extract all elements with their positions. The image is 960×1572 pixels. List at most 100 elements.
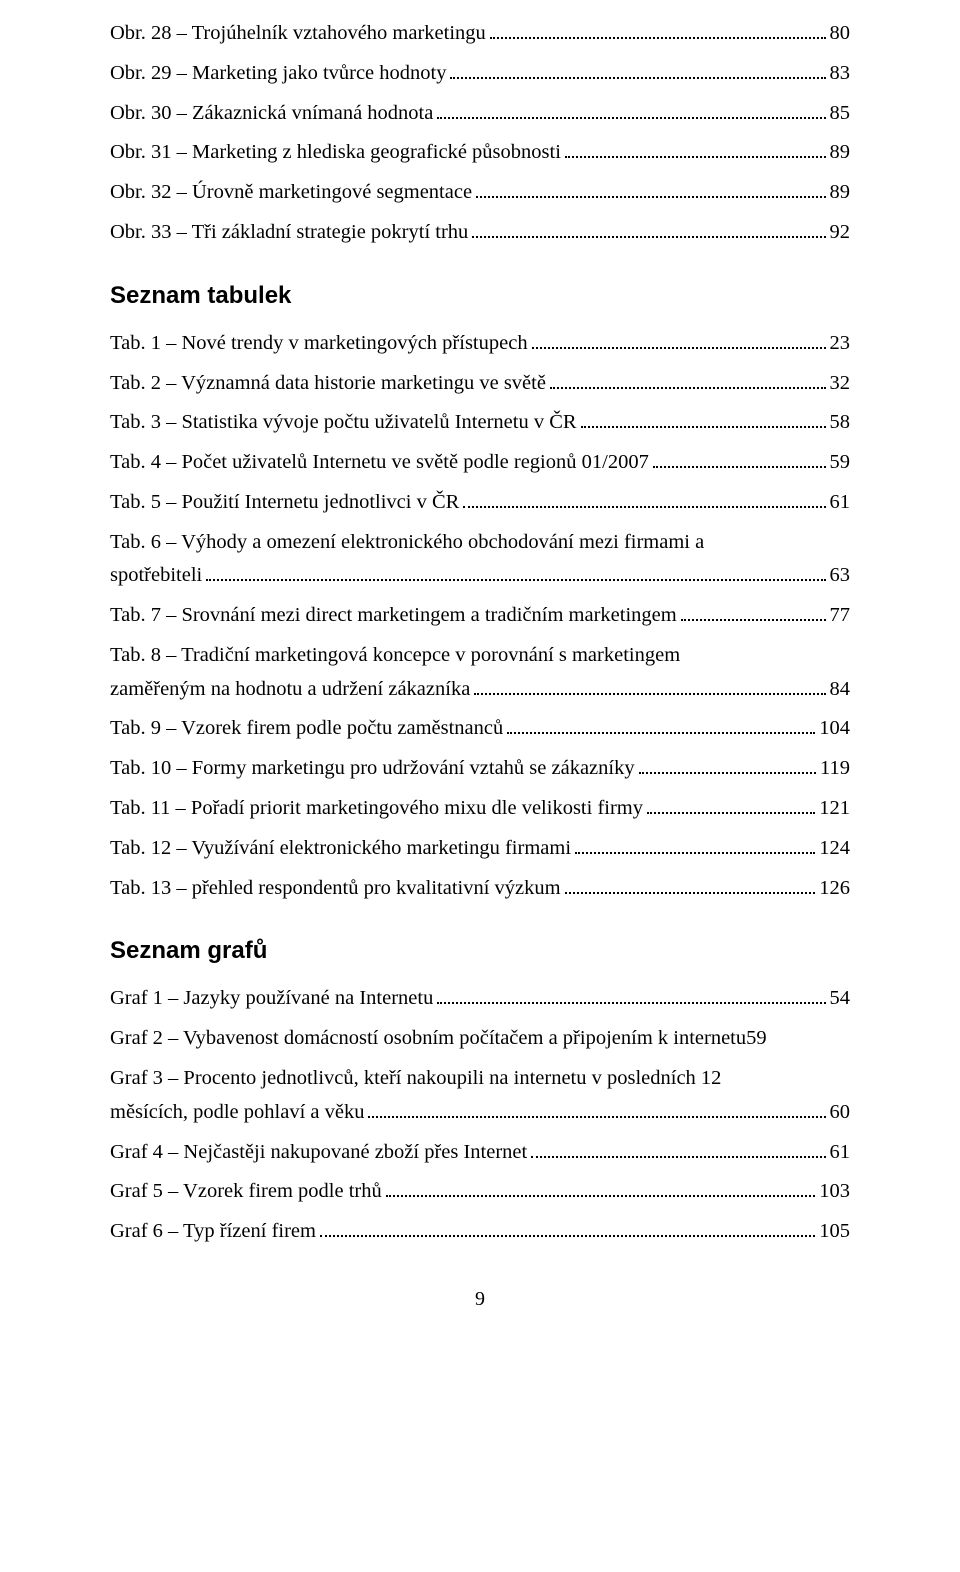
toc-entry: Graf 3 – Procento jednotlivců, kteří nak… xyxy=(110,1063,850,1129)
toc-entry: Tab. 4 – Počet uživatelů Internetu ve sv… xyxy=(110,447,850,479)
toc-page: 80 xyxy=(830,18,851,50)
toc-page: 60 xyxy=(830,1097,851,1129)
toc-label: zaměřeným na hodnotu a udržení zákazníka xyxy=(110,674,470,706)
toc-page: 61 xyxy=(830,1137,851,1169)
toc-dots xyxy=(681,619,826,621)
toc-page: 54 xyxy=(830,983,851,1015)
toc-label: Obr. 29 – Marketing jako tvůrce hodnoty xyxy=(110,58,446,90)
toc-dots xyxy=(490,37,826,39)
toc-entry: Graf 2 – Vybavenost domácností osobním p… xyxy=(110,1023,850,1055)
toc-page: 105 xyxy=(819,1216,850,1248)
toc-page: 89 xyxy=(830,137,851,169)
toc-page: 63 xyxy=(830,560,851,592)
toc-dots xyxy=(532,347,826,349)
toc-label: Tab. 6 – Výhody a omezení elektronického… xyxy=(110,527,850,559)
toc-entry: Graf 4 – Nejčastěji nakupované zboží pře… xyxy=(110,1137,850,1169)
toc-page: 92 xyxy=(830,217,851,249)
toc-dots xyxy=(531,1156,825,1158)
toc-entry: Tab. 3 – Statistika vývoje počtu uživate… xyxy=(110,407,850,439)
toc-label: Obr. 31 – Marketing z hlediska geografic… xyxy=(110,137,561,169)
toc-page: 104 xyxy=(819,713,850,745)
toc-page: 126 xyxy=(819,873,850,905)
toc-dots xyxy=(386,1195,816,1197)
figures-list: Obr. 28 – Trojúhelník vztahového marketi… xyxy=(110,18,850,249)
toc-dots xyxy=(450,77,825,79)
toc-label: Tab. 7 – Srovnání mezi direct marketinge… xyxy=(110,600,677,632)
toc-label: Tab. 12 – Využívání elektronického marke… xyxy=(110,833,571,865)
page-number: 9 xyxy=(110,1284,850,1315)
toc-entry: Graf 1 – Jazyky používané na Internetu 5… xyxy=(110,983,850,1015)
toc-entry: Obr. 32 – Úrovně marketingové segmentace… xyxy=(110,177,850,209)
toc-page: 121 xyxy=(819,793,850,825)
toc-label: Tab. 9 – Vzorek firem podle počtu zaměst… xyxy=(110,713,503,745)
toc-page: 84 xyxy=(830,674,851,706)
toc-page: 119 xyxy=(820,753,850,785)
toc-label: Obr. 28 – Trojúhelník vztahového marketi… xyxy=(110,18,486,50)
toc-label: Tab. 10 – Formy marketingu pro udržování… xyxy=(110,753,635,785)
toc-entry: Obr. 28 – Trojúhelník vztahového marketi… xyxy=(110,18,850,50)
toc-page: 32 xyxy=(830,368,851,400)
tables-list: Tab. 1 – Nové trendy v marketingových př… xyxy=(110,328,850,904)
toc-entry: Tab. 10 – Formy marketingu pro udržování… xyxy=(110,753,850,785)
toc-entry: Obr. 30 – Zákaznická vnímaná hodnota 85 xyxy=(110,98,850,130)
toc-entry: Tab. 6 – Výhody a omezení elektronického… xyxy=(110,527,850,593)
toc-dots xyxy=(550,387,826,389)
toc-entry: Tab. 2 – Významná data historie marketin… xyxy=(110,368,850,400)
toc-page: 23 xyxy=(830,328,851,360)
toc-label: Obr. 33 – Tři základní strategie pokrytí… xyxy=(110,217,468,249)
toc-label: Graf 3 – Procento jednotlivců, kteří nak… xyxy=(110,1063,850,1095)
toc-dots xyxy=(437,117,825,119)
toc-entry: Obr. 33 – Tři základní strategie pokrytí… xyxy=(110,217,850,249)
toc-dots xyxy=(581,426,826,428)
toc-page: 58 xyxy=(830,407,851,439)
toc-entry: Obr. 29 – Marketing jako tvůrce hodnoty … xyxy=(110,58,850,90)
toc-label: Tab. 13 – přehled respondentů pro kvalit… xyxy=(110,873,561,905)
toc-page: 77 xyxy=(830,600,851,632)
toc-page: 61 xyxy=(830,487,851,519)
toc-dots xyxy=(368,1116,825,1118)
charts-list: Graf 1 – Jazyky používané na Internetu 5… xyxy=(110,983,850,1247)
toc-label: měsících, podle pohlaví a věku xyxy=(110,1097,364,1129)
toc-dots xyxy=(472,236,825,238)
toc-dots xyxy=(647,812,815,814)
toc-label: Graf 6 – Typ řízení firem xyxy=(110,1216,316,1248)
toc-label: Graf 5 – Vzorek firem podle trhů xyxy=(110,1176,382,1208)
toc-page: 124 xyxy=(819,833,850,865)
toc-page: 83 xyxy=(830,58,851,90)
toc-dots xyxy=(437,1002,825,1004)
toc-dots xyxy=(206,579,825,581)
toc-page: 89 xyxy=(830,177,851,209)
charts-heading: Seznam grafů xyxy=(110,932,850,969)
toc-page: 85 xyxy=(830,98,851,130)
toc-entry: Tab. 12 – Využívání elektronického marke… xyxy=(110,833,850,865)
toc-label: Obr. 30 – Zákaznická vnímaná hodnota xyxy=(110,98,433,130)
toc-dots xyxy=(474,693,825,695)
toc-page: 103 xyxy=(819,1176,850,1208)
toc-label: Tab. 8 – Tradiční marketingová koncepce … xyxy=(110,640,850,672)
toc-dots xyxy=(476,196,825,198)
toc-dots xyxy=(320,1235,815,1237)
toc-label: Tab. 1 – Nové trendy v marketingových př… xyxy=(110,328,528,360)
toc-label: Obr. 32 – Úrovně marketingové segmentace xyxy=(110,177,472,209)
toc-label: Graf 1 – Jazyky používané na Internetu xyxy=(110,983,433,1015)
toc-dots xyxy=(565,892,816,894)
toc-dots xyxy=(575,852,815,854)
toc-label: Graf 2 – Vybavenost domácností osobním p… xyxy=(110,1023,746,1055)
toc-dots xyxy=(653,466,826,468)
toc-label: Tab. 3 – Statistika vývoje počtu uživate… xyxy=(110,407,577,439)
toc-dots xyxy=(565,156,826,158)
toc-label: Tab. 4 – Počet uživatelů Internetu ve sv… xyxy=(110,447,649,479)
toc-dots xyxy=(507,732,815,734)
toc-entry: Tab. 7 – Srovnání mezi direct marketinge… xyxy=(110,600,850,632)
toc-entry: Tab. 1 – Nové trendy v marketingových př… xyxy=(110,328,850,360)
toc-label: Graf 4 – Nejčastěji nakupované zboží pře… xyxy=(110,1137,527,1169)
toc-page: 59 xyxy=(746,1023,767,1055)
toc-page: 59 xyxy=(830,447,851,479)
toc-entry: Graf 6 – Typ řízení firem 105 xyxy=(110,1216,850,1248)
toc-dots xyxy=(639,772,816,774)
toc-entry: Tab. 5 – Použití Internetu jednotlivci v… xyxy=(110,487,850,519)
toc-label: Tab. 11 – Pořadí priorit marketingového … xyxy=(110,793,643,825)
toc-dots xyxy=(463,506,825,508)
toc-entry: Tab. 13 – přehled respondentů pro kvalit… xyxy=(110,873,850,905)
toc-entry: Graf 5 – Vzorek firem podle trhů 103 xyxy=(110,1176,850,1208)
